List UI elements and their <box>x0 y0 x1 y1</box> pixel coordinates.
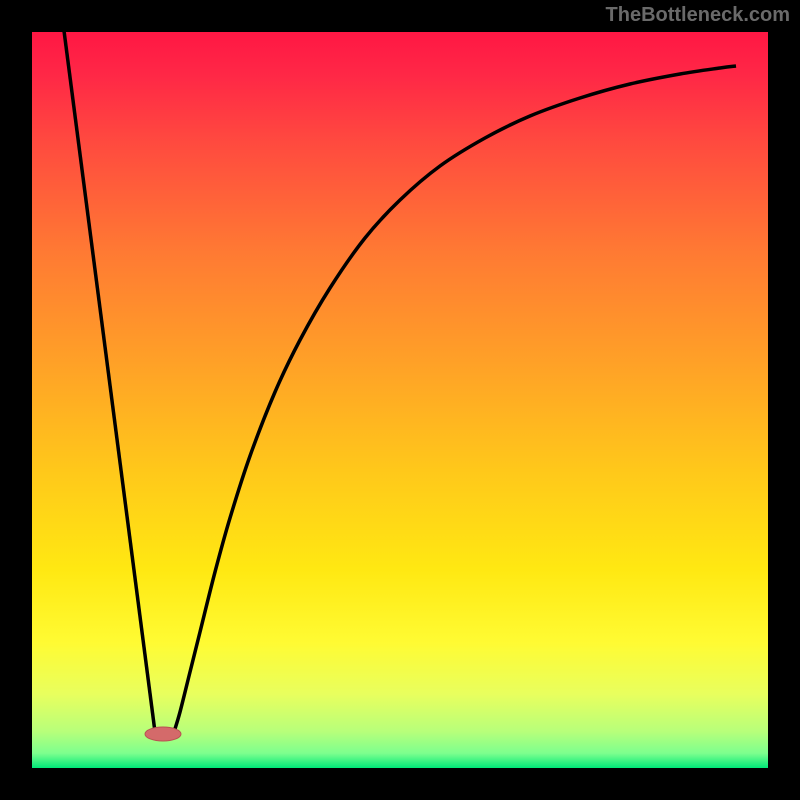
minimum-marker <box>145 727 181 741</box>
chart-container: TheBottleneck.com <box>0 0 800 800</box>
chart-background <box>32 32 768 768</box>
bottleneck-chart <box>0 0 800 800</box>
watermark-text: TheBottleneck.com <box>606 4 790 27</box>
